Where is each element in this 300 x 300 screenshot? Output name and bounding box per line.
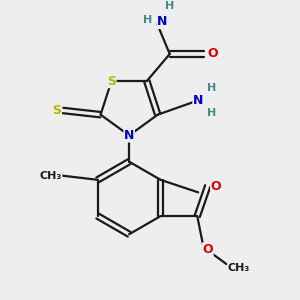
Text: O: O — [207, 47, 217, 61]
Text: N: N — [193, 94, 203, 106]
Text: H: H — [207, 82, 217, 93]
Text: H: H — [165, 2, 174, 11]
Text: N: N — [124, 129, 134, 142]
Text: CH₃: CH₃ — [40, 171, 62, 181]
Text: H: H — [143, 15, 153, 25]
Text: H: H — [207, 108, 217, 118]
Text: CH₃: CH₃ — [228, 263, 250, 273]
Text: O: O — [202, 243, 213, 256]
Text: S: S — [107, 75, 116, 88]
Text: O: O — [211, 180, 221, 193]
Text: N: N — [157, 15, 167, 28]
Text: S: S — [52, 104, 61, 117]
